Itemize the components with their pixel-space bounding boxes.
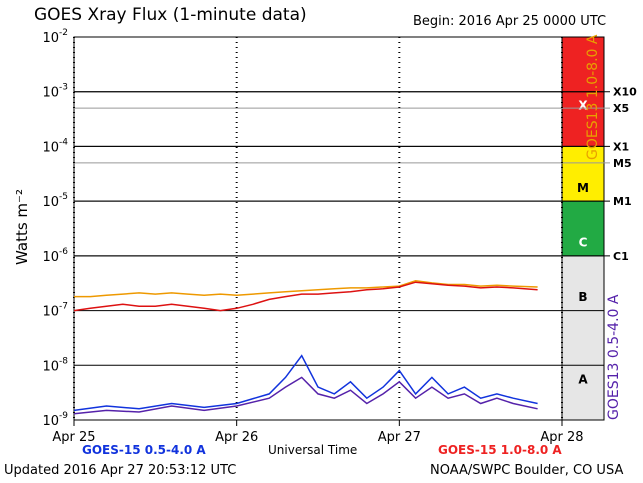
y-tick-label: 10-8 — [42, 356, 68, 374]
y-tick-label: 10-2 — [42, 28, 68, 46]
class-label-m: M — [577, 181, 589, 195]
flare-level-label: M1 — [613, 195, 632, 208]
legend-goes15-long: GOES-15 1.0-8.0 A — [438, 443, 562, 457]
x-tick-label: Apr 27 — [378, 430, 421, 445]
legend-goes15-short: GOES-15 0.5-4.0 A — [82, 443, 206, 457]
flare-level-label: M5 — [613, 157, 632, 170]
class-label-x: X — [578, 99, 588, 113]
chart-title: GOES Xray Flux (1-minute data) — [34, 5, 307, 25]
class-label-a: A — [578, 372, 588, 386]
series-line-3 — [73, 376, 538, 415]
x-tick-label: Apr 28 — [540, 430, 583, 445]
begin-time: Begin: 2016 Apr 25 0000 UTC — [413, 14, 607, 29]
x-tick-label: Apr 25 — [52, 430, 95, 445]
y-tick-label: 10-6 — [42, 247, 68, 265]
goes13-long-label: GOES13 1.0-8.0 A — [585, 34, 601, 160]
goes13-short-label: GOES13 0.5-4.0 A — [606, 294, 622, 420]
x-tick-label: Apr 26 — [215, 430, 258, 445]
plot-frame — [73, 36, 563, 421]
y-tick-label: 10-3 — [42, 83, 68, 101]
series-line-0 — [74, 280, 538, 298]
class-label-b: B — [578, 290, 587, 304]
y-tick-label: 10-9 — [42, 411, 68, 429]
flare-level-label: X10 — [613, 86, 637, 99]
flare-level-label: X1 — [613, 140, 629, 153]
x-axis-label: Universal Time — [268, 443, 358, 457]
series-line-2 — [73, 354, 538, 412]
y-tick-label: 10-7 — [42, 302, 68, 320]
credit-text: NOAA/SWPC Boulder, CO USA — [430, 463, 624, 478]
class-band-b — [562, 255, 604, 311]
updated-timestamp: Updated 2016 Apr 27 20:53:12 UTC — [4, 463, 237, 478]
y-tick-label: 10-5 — [42, 192, 68, 210]
flare-level-label: C1 — [613, 250, 629, 263]
series-line-1 — [73, 281, 538, 312]
flare-level-label: X5 — [613, 102, 629, 115]
class-band-m — [562, 146, 604, 202]
y-tick-label: 10-4 — [42, 137, 68, 155]
class-label-c: C — [579, 236, 588, 250]
class-band-c — [562, 201, 604, 256]
